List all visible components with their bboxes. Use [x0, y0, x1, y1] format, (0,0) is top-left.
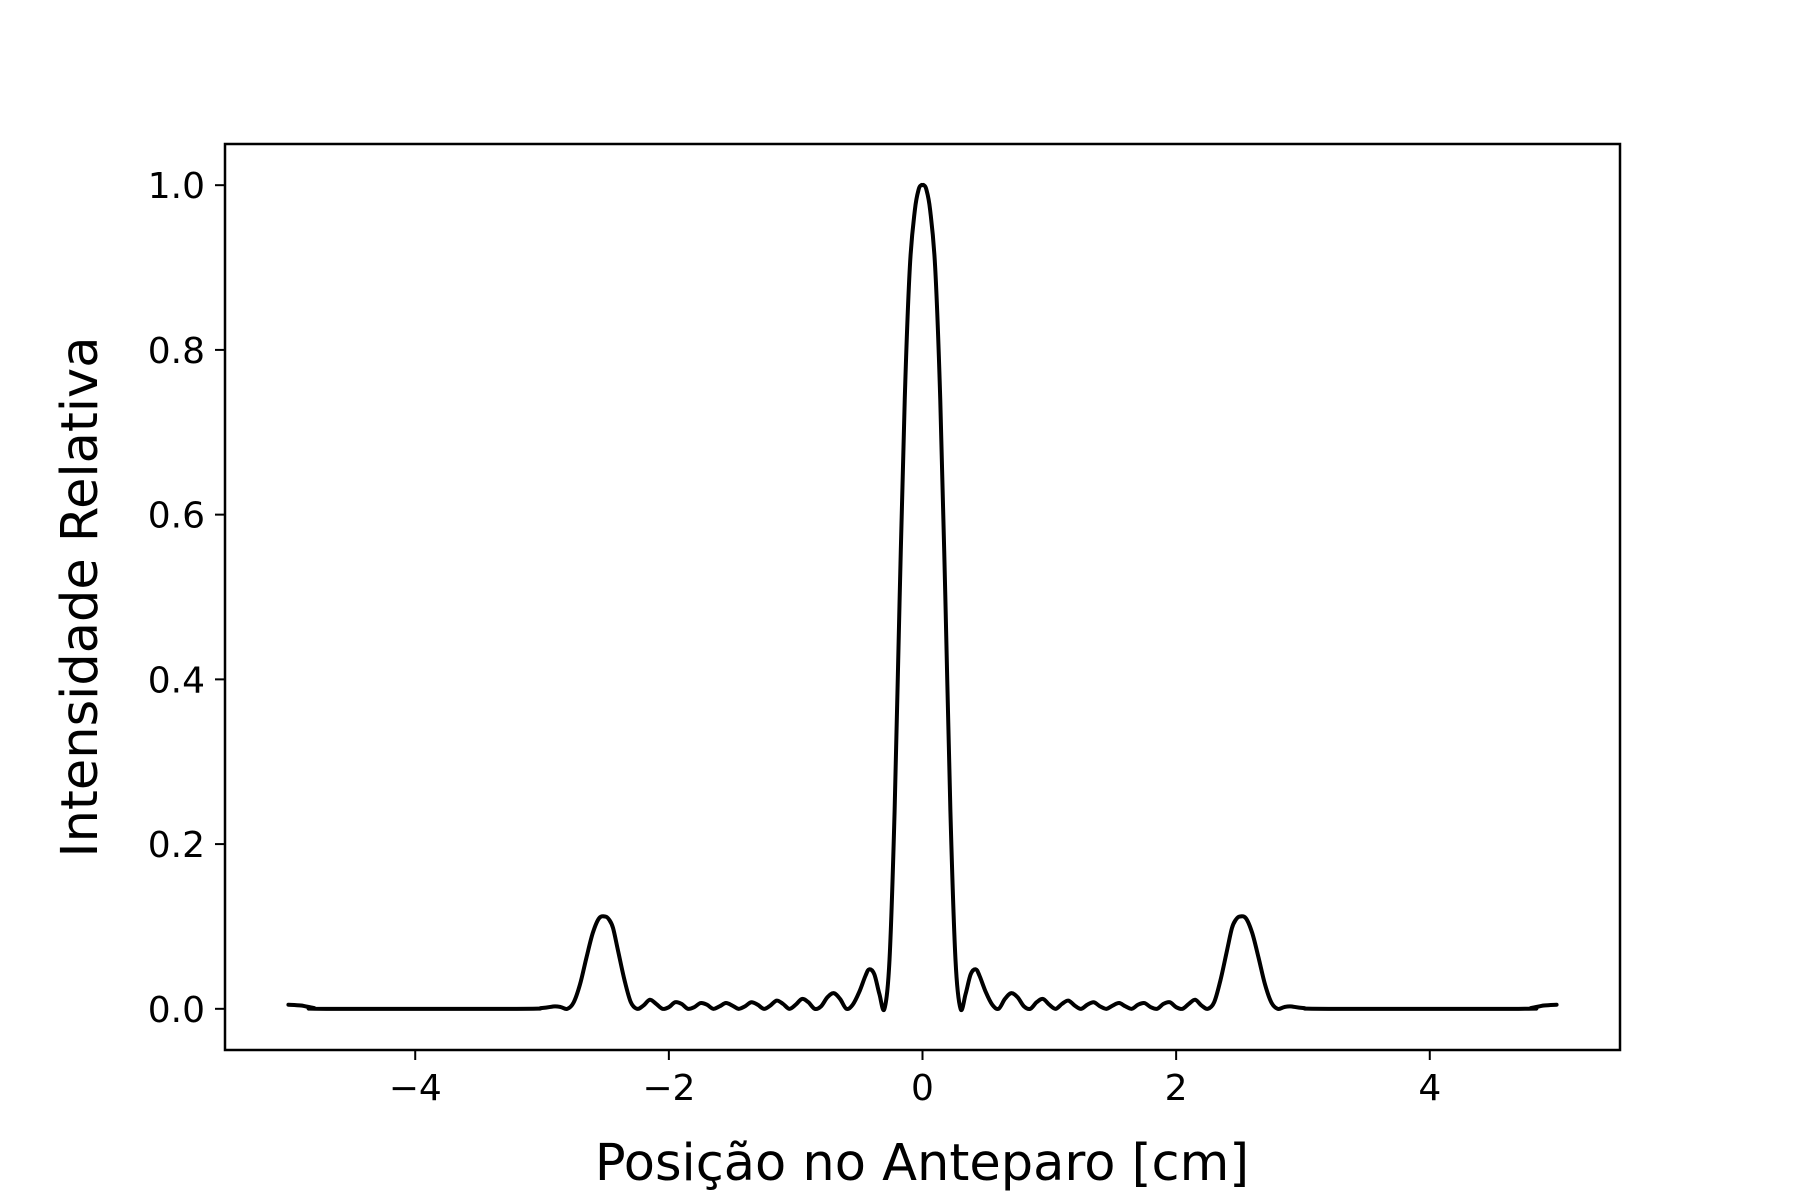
y-tick-label: 0.0 [148, 990, 205, 1031]
x-tick-label: −2 [642, 1068, 695, 1109]
x-tick-label: −4 [389, 1068, 442, 1109]
y-tick-label: 0.2 [148, 825, 205, 866]
x-tick-label: 4 [1418, 1068, 1441, 1109]
y-axis-ticks: 0.0 0.2 0.4 0.6 0.8 1.0 [148, 166, 225, 1031]
x-tick-label: 0 [911, 1068, 934, 1109]
y-tick-label: 0.6 [148, 496, 205, 537]
x-axis-ticks: −4 −2 0 2 4 [389, 1050, 1441, 1109]
y-tick-label: 1.0 [148, 166, 205, 207]
y-axis-title: Intensidade Relativa [51, 337, 110, 858]
intensity-line [286, 182, 1559, 1013]
x-tick-label: 2 [1165, 1068, 1188, 1109]
y-tick-label: 0.8 [148, 331, 205, 372]
y-tick-label: 0.4 [148, 660, 205, 701]
x-axis-title: Posição no Anteparo [cm] [595, 1134, 1249, 1193]
